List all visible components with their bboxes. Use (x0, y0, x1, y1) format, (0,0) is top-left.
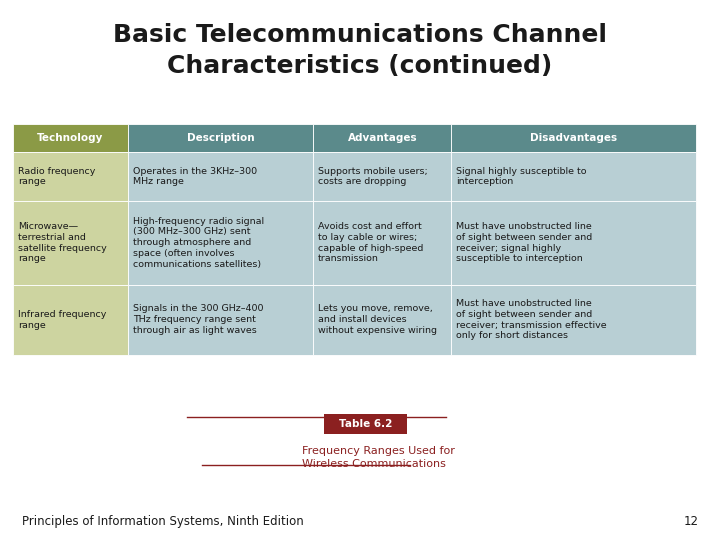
Text: Operates in the 3KHz–300
MHz range: Operates in the 3KHz–300 MHz range (133, 167, 257, 186)
Bar (451, 285, 696, 355)
Text: Characteristics (continued): Characteristics (continued) (167, 54, 553, 78)
Bar (13, 152, 128, 201)
Bar (451, 124, 696, 152)
Text: Advantages: Advantages (348, 133, 417, 143)
Text: Must have unobstructed line
of sight between sender and
receiver; signal highly
: Must have unobstructed line of sight bet… (456, 222, 593, 264)
Text: High-frequency radio signal
(300 MHz–300 GHz) sent
through atmosphere and
space : High-frequency radio signal (300 MHz–300… (133, 217, 264, 269)
Text: Supports mobile users;
costs are dropping: Supports mobile users; costs are droppin… (318, 167, 428, 186)
Bar (451, 201, 696, 285)
Text: Radio frequency
range: Radio frequency range (18, 167, 95, 186)
Bar (13, 124, 128, 152)
Bar (324, 414, 407, 434)
Text: 12: 12 (683, 515, 698, 528)
Text: Must have unobstructed line
of sight between sender and
receiver; transmission e: Must have unobstructed line of sight bet… (456, 299, 607, 340)
Bar (13, 285, 128, 355)
Bar (128, 124, 313, 152)
Bar (313, 201, 451, 285)
Bar (313, 124, 451, 152)
Text: Avoids cost and effort
to lay cable or wires;
capable of high-speed
transmission: Avoids cost and effort to lay cable or w… (318, 222, 423, 264)
Text: Infrared frequency
range: Infrared frequency range (18, 310, 107, 329)
Bar (451, 152, 696, 201)
Bar (13, 201, 128, 285)
Bar (313, 285, 451, 355)
Bar (313, 152, 451, 201)
Text: Principles of Information Systems, Ninth Edition: Principles of Information Systems, Ninth… (22, 515, 303, 528)
Text: Frequency Ranges Used for
Wireless Communications: Frequency Ranges Used for Wireless Commu… (302, 446, 455, 469)
Text: Basic Telecommunications Channel: Basic Telecommunications Channel (113, 23, 607, 47)
Text: Disadvantages: Disadvantages (530, 133, 618, 143)
Bar (128, 285, 313, 355)
Text: Description: Description (187, 133, 254, 143)
Bar (128, 152, 313, 201)
Text: Technology: Technology (37, 133, 104, 143)
Bar (128, 201, 313, 285)
Text: Lets you move, remove,
and install devices
without expensive wiring: Lets you move, remove, and install devic… (318, 305, 437, 335)
Text: Table 6.2: Table 6.2 (338, 419, 392, 429)
Text: Signal highly susceptible to
interception: Signal highly susceptible to interceptio… (456, 167, 587, 186)
Text: Signals in the 300 GHz–400
THz frequency range sent
through air as light waves: Signals in the 300 GHz–400 THz frequency… (133, 305, 264, 335)
Text: Microwave—
terrestrial and
satellite frequency
range: Microwave— terrestrial and satellite fre… (18, 222, 107, 264)
